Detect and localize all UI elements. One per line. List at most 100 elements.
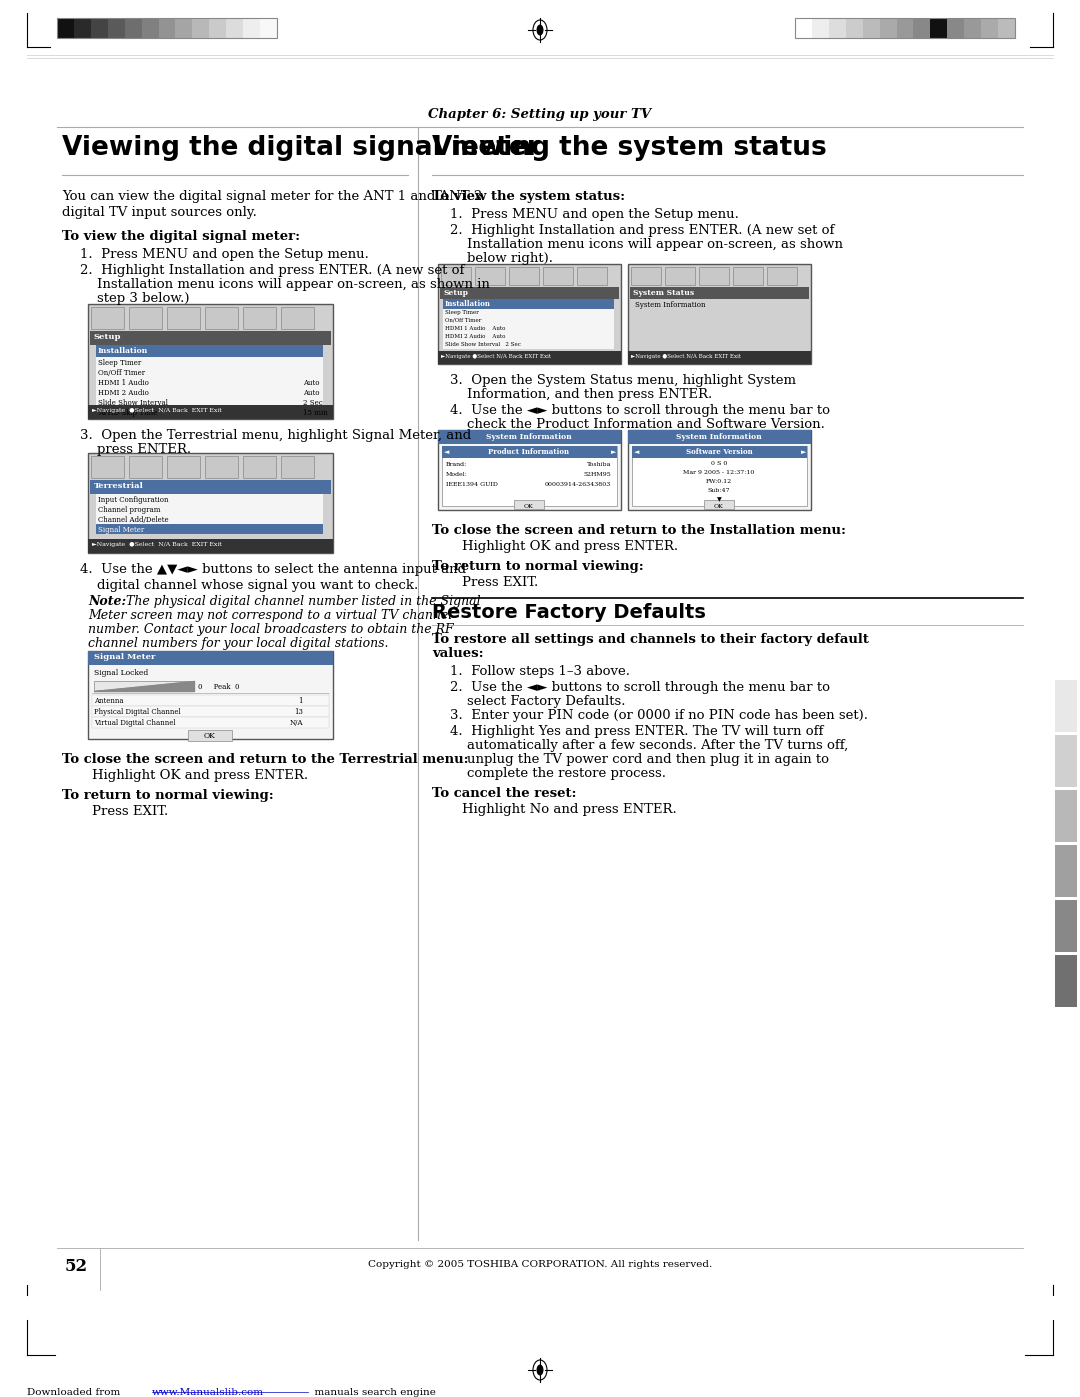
Text: Software Version: Software Version [686,448,753,455]
Text: Signal Meter: Signal Meter [94,652,156,661]
Bar [94,680,194,692]
Text: To view the digital signal meter:: To view the digital signal meter: [62,231,300,243]
Bar [947,18,964,38]
Text: HDMI 2 Audio    Auto: HDMI 2 Audio Auto [445,334,505,339]
Bar [91,455,124,478]
Text: ◄: ◄ [444,448,449,455]
Bar [96,407,323,416]
Text: complete the restore process.: complete the restore process. [450,767,666,780]
Bar [1055,956,1077,1007]
Bar [896,18,914,38]
Bar [91,18,108,38]
Text: Slide Show Interval: Slide Show Interval [98,400,167,407]
Bar [87,405,333,419]
Bar [57,18,276,38]
Bar [188,731,232,740]
Bar [812,18,828,38]
Text: The physical digital channel number listed in the Signal: The physical digital channel number list… [122,595,481,608]
Text: You can view the digital signal meter for the ANT 1 and ANT 2: You can view the digital signal meter fo… [62,190,483,203]
Text: Setup: Setup [94,332,121,341]
Text: IEEE1394 GUID: IEEE1394 GUID [446,482,498,488]
Bar [577,267,607,285]
Bar [243,18,260,38]
Bar [699,267,729,285]
Text: 2.  Use the ◄► buttons to scroll through the menu bar to: 2. Use the ◄► buttons to scroll through … [450,680,831,694]
Text: FW:0.12: FW:0.12 [706,479,732,483]
Text: Chapter 6: Setting up your TV: Chapter 6: Setting up your TV [429,108,651,122]
Bar [930,18,947,38]
Text: System Information: System Information [486,433,572,441]
Text: 15 min: 15 min [303,409,327,416]
Bar [665,267,696,285]
Text: number. Contact your local broadcasters to obtain the RF: number. Contact your local broadcasters … [87,623,454,636]
Bar [627,430,811,444]
Bar [92,705,329,717]
Bar [159,18,175,38]
Bar [87,305,333,419]
Text: Input Configuration: Input Configuration [98,496,168,504]
Text: Downloaded from: Downloaded from [27,1389,123,1397]
Text: HDMI 1 Audio    Auto: HDMI 1 Audio Auto [445,326,505,331]
Text: Channel Add/Delete: Channel Add/Delete [98,515,168,524]
Bar [243,455,276,478]
Bar [509,267,539,285]
Text: 0     Peak  0: 0 Peak 0 [198,683,240,692]
Bar [1055,680,1077,732]
Bar [879,18,896,38]
Bar [632,446,807,506]
Bar [243,307,276,330]
Text: 0 S 0: 0 S 0 [711,461,727,467]
Ellipse shape [534,20,546,41]
Text: 2.  Highlight Installation and press ENTER. (A new set of: 2. Highlight Installation and press ENTE… [80,264,464,277]
Bar [627,351,811,365]
Text: Setup: Setup [443,289,468,298]
Text: digital channel whose signal you want to check.: digital channel whose signal you want to… [80,578,418,592]
Bar [795,18,1015,38]
Text: AVHD Skip Time: AVHD Skip Time [98,409,158,416]
Bar [192,18,210,38]
Text: Installation: Installation [98,346,148,355]
Bar [863,18,879,38]
Bar [96,387,323,397]
Text: System Information: System Information [676,433,761,441]
Bar [210,18,226,38]
Bar [438,430,621,510]
Text: Brand:: Brand: [446,462,468,467]
Text: 4.  Use the ◄► buttons to scroll through the menu bar to: 4. Use the ◄► buttons to scroll through … [450,404,831,416]
Text: press ENTER.: press ENTER. [80,443,191,455]
Text: Auto: Auto [303,388,320,397]
Text: Installation menu icons will appear on-screen, as shown: Installation menu icons will appear on-s… [450,237,843,251]
Text: Product Information: Product Information [488,448,569,455]
Bar [108,18,124,38]
Text: Installation menu icons will appear on-screen, as shown in: Installation menu icons will appear on-s… [80,278,490,291]
Text: Press EXIT.: Press EXIT. [92,805,168,819]
Bar [1055,789,1077,842]
Text: 13: 13 [294,708,303,717]
Text: Model:: Model: [446,472,468,476]
Text: N/A: N/A [289,719,303,726]
Bar [87,539,333,553]
Text: 3.  Enter your PIN code (or 0000 if no PIN code has been set).: 3. Enter your PIN code (or 0000 if no PI… [450,710,868,722]
Text: values:: values: [432,647,484,659]
Bar [733,267,762,285]
Bar [514,500,544,509]
Bar [543,267,573,285]
Text: 3.  Open the System Status menu, highlight System: 3. Open the System Status menu, highligh… [450,374,796,387]
Text: Terrestrial: Terrestrial [94,482,144,490]
Text: www.Manualslib.com: www.Manualslib.com [152,1389,264,1397]
Bar [96,358,323,367]
Bar [96,397,323,407]
Text: automatically after a few seconds. After the TV turns off,: automatically after a few seconds. After… [450,739,848,752]
Text: System Information: System Information [635,300,705,309]
Bar [281,307,314,330]
Text: step 3 below.): step 3 below.) [80,292,189,305]
Bar [124,18,141,38]
Bar [631,267,661,285]
Bar [441,267,471,285]
Bar [828,18,846,38]
Bar [442,446,617,458]
Text: below right).: below right). [450,251,553,265]
Bar [129,455,162,478]
Text: To view the system status:: To view the system status: [432,190,625,203]
Bar [1055,735,1077,787]
